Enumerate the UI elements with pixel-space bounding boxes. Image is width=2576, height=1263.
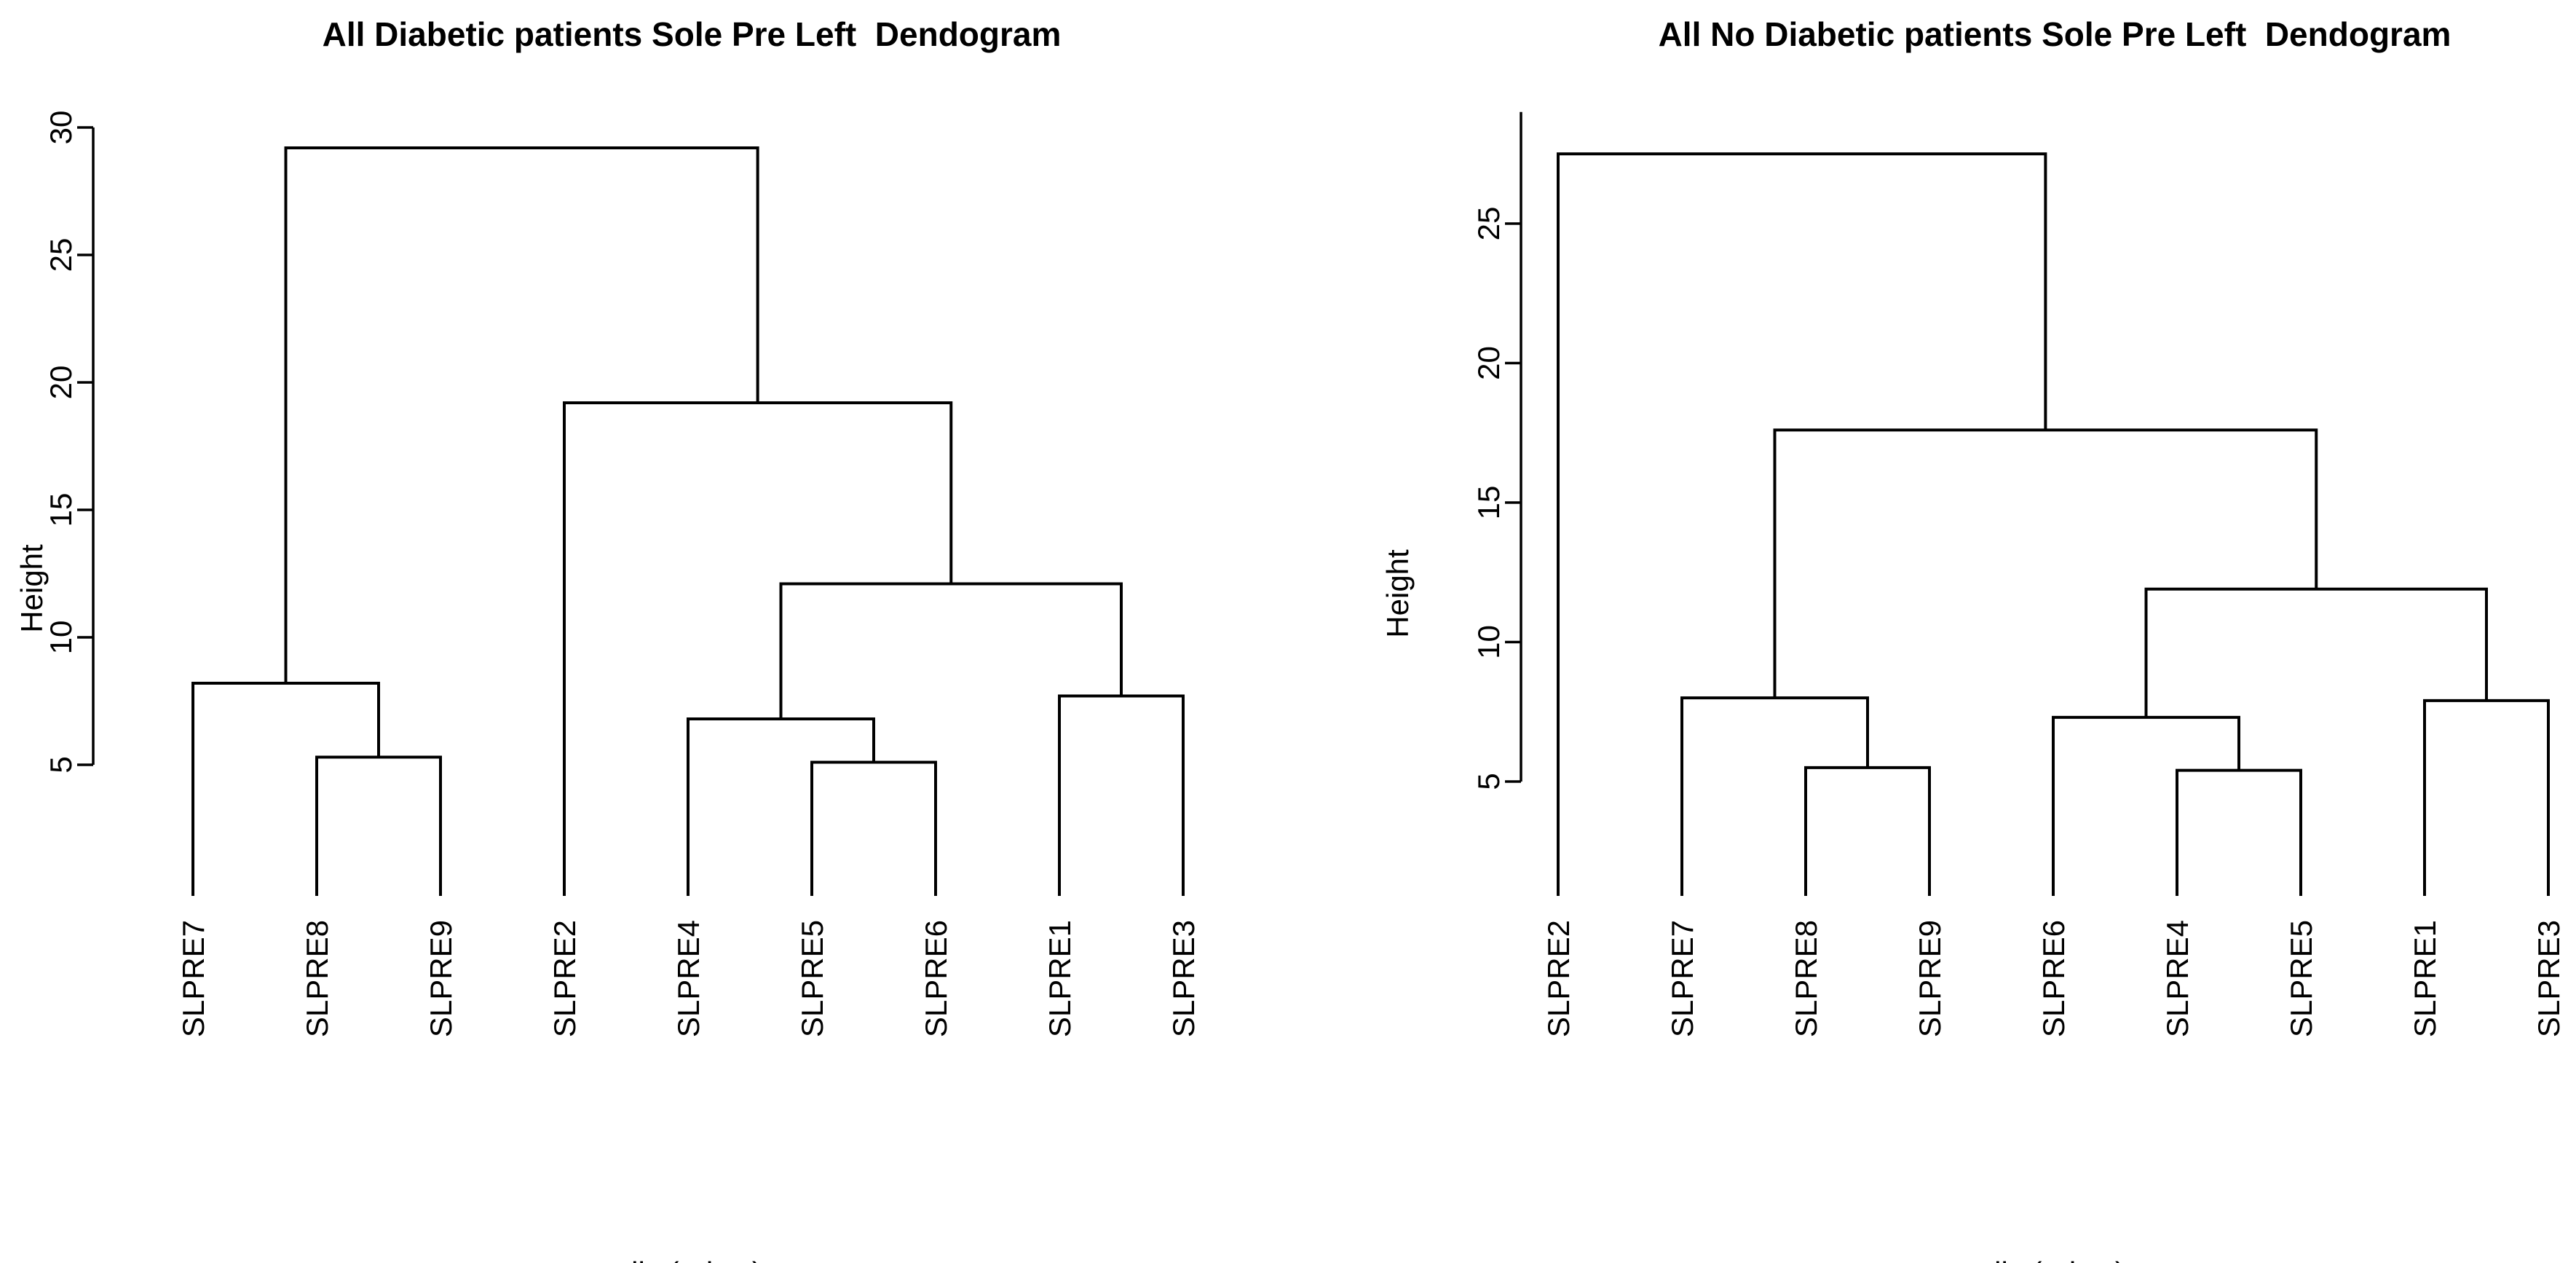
left-leaf-label: SLPRE3 — [1166, 920, 1201, 1037]
left-y-axis-label: Height — [15, 544, 49, 633]
right-leaf-label: SLPRE7 — [1665, 920, 1699, 1037]
left-leaf-label: SLPRE6 — [919, 920, 953, 1037]
right-cluster-link — [1773, 428, 2318, 699]
left-y-tick-label: 10 — [44, 621, 78, 655]
left-y-tick-label: 20 — [44, 366, 78, 400]
right-cluster-link — [2176, 768, 2302, 896]
right-cluster-link — [1804, 766, 1931, 896]
left-plot-title: All Diabetic patients Sole Pre Left Dend… — [322, 15, 1062, 53]
left-y-tick-label: 5 — [44, 756, 78, 773]
right-leaf-label: SLPRE6 — [2036, 920, 2071, 1037]
left-cluster-link — [779, 582, 1123, 719]
left-caption-xlabel: dist(pdc.c) — [550, 1253, 833, 1263]
right-leaf-label: SLPRE1 — [2408, 920, 2442, 1037]
left-cluster-link — [191, 682, 380, 896]
right-y-tick-label: 15 — [1471, 486, 1506, 520]
left-cluster-link — [563, 401, 953, 896]
left-y-tick-label: 25 — [44, 238, 78, 272]
right-caption-xlabel: dist(pdc.c) — [1913, 1253, 2196, 1263]
left-leaf-label: SLPRE9 — [424, 920, 458, 1037]
right-y-axis-label: Height — [1380, 549, 1415, 638]
right-plot-title: All No Diabetic patients Sole Pre Left D… — [1658, 15, 2451, 53]
left-cluster-link — [687, 717, 875, 896]
left-leaf-label: SLPRE4 — [671, 920, 706, 1037]
right-y-tick-label: 25 — [1471, 207, 1506, 241]
right-cluster-link — [2052, 715, 2240, 896]
right-leaf-label: SLPRE3 — [2532, 920, 2566, 1037]
right-cluster-link — [2144, 587, 2488, 717]
right-plot-caption: dist(pdc.c) hclust (*, "complete") — [1913, 1171, 2196, 1263]
left-leaf-label: SLPRE8 — [300, 920, 334, 1037]
left-plot-caption: dist(pdc.c) hclust (*, "complete") — [550, 1171, 833, 1263]
left-cluster-link — [810, 760, 937, 896]
right-leaf-label: SLPRE2 — [1541, 920, 1576, 1037]
right-leaf-label: SLPRE8 — [1789, 920, 1823, 1037]
right-cluster-link — [2423, 699, 2550, 896]
right-y-tick-label: 5 — [1471, 773, 1506, 790]
right-leaf-label: SLPRE9 — [1913, 920, 1947, 1037]
right-leaf-label: SLPRE4 — [2160, 920, 2194, 1037]
left-leaf-label: SLPRE5 — [795, 920, 829, 1037]
right-y-tick-label: 10 — [1471, 625, 1506, 659]
left-cluster-link — [1058, 694, 1185, 896]
left-y-tick-label: 15 — [44, 493, 78, 527]
right-cluster-link — [1680, 696, 1869, 896]
right-dendrogram-panel: 5 10 15 20 25 SLPRE2 SLPRE7 SLPRE8 SLPRE9 SLPRE6 S… — [1471, 111, 2566, 1037]
left-dendrogram-panel: 5 10 15 20 25 30 SLPRE7 SLPRE8 SLPRE9 SLPRE2 SLPRE… — [44, 111, 1201, 1037]
right-leaf-label: SLPRE5 — [2284, 920, 2318, 1037]
right-cluster-link — [1557, 152, 2047, 896]
left-leaf-label: SLPRE2 — [548, 920, 582, 1037]
left-leaf-label: SLPRE1 — [1043, 920, 1077, 1037]
left-cluster-link — [284, 146, 759, 683]
right-y-tick-label: 20 — [1471, 346, 1506, 380]
left-y-tick-label: 30 — [44, 111, 78, 145]
left-leaf-label: SLPRE7 — [176, 920, 210, 1037]
left-cluster-link — [315, 755, 442, 896]
